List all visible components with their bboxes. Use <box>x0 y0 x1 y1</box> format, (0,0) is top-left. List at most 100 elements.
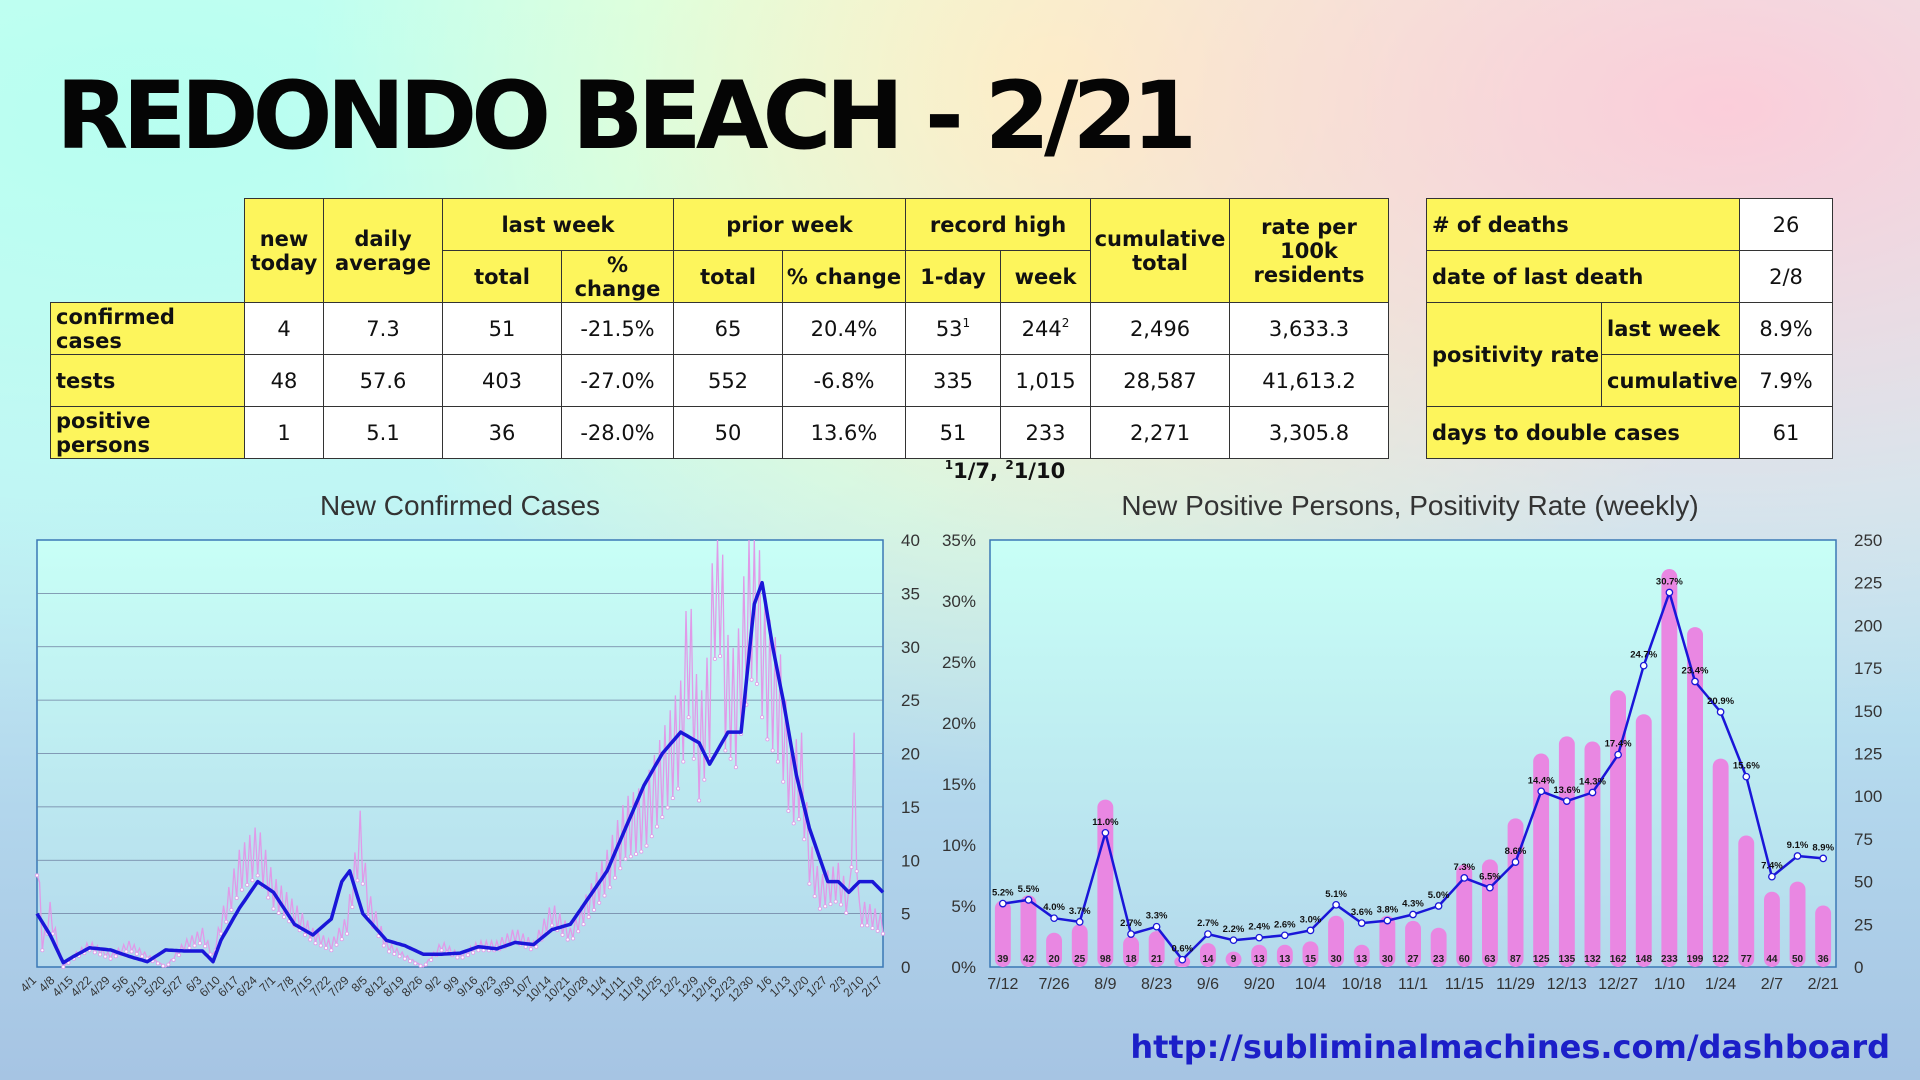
data-point <box>224 919 229 924</box>
data-point <box>103 954 108 959</box>
bar <box>1046 932 1062 967</box>
data-point <box>323 945 328 950</box>
data-point <box>465 953 470 958</box>
positivity-label: 23.4% <box>1682 666 1709 677</box>
data-point <box>192 943 197 948</box>
positivity-label: 3.0% <box>1300 914 1322 925</box>
bar <box>1815 905 1832 967</box>
x-tick-label: 11/15 <box>1445 976 1484 993</box>
y-left-tick-label: 20% <box>942 714 976 733</box>
data-point <box>812 894 817 899</box>
x-tick-label: 9/6 <box>1197 976 1219 993</box>
y-right-tick-label: 25 <box>1854 915 1873 934</box>
cell-pw-total: 65 <box>673 302 783 355</box>
data-point <box>40 948 45 953</box>
positivity-label: 5.1% <box>1325 889 1347 900</box>
bar <box>1405 920 1421 967</box>
positivity-label: 8.9% <box>1812 842 1834 853</box>
data-point <box>381 943 386 948</box>
header-pw-total: total <box>673 250 783 303</box>
data-point <box>718 654 723 659</box>
data-point <box>113 954 118 959</box>
positivity-cumulative-label: cumulative <box>1601 354 1740 407</box>
bar-value-label: 21 <box>1151 954 1163 965</box>
x-tick-label: 5/27 <box>160 973 187 1000</box>
bar <box>994 900 1011 967</box>
bar-value-label: 233 <box>1661 954 1678 965</box>
bar <box>1789 881 1806 967</box>
positivity-label: 3.7% <box>1069 906 1091 917</box>
data-point <box>197 941 202 946</box>
cell-rh-day: 51 <box>905 406 1001 459</box>
bar-value-label: 13 <box>1356 954 1368 965</box>
header-last-week: last week <box>442 198 674 251</box>
header-cumulative-total: cumulative total <box>1090 198 1230 303</box>
bar <box>1635 714 1652 967</box>
bar <box>1353 944 1370 967</box>
header-record-high: record high <box>905 198 1091 251</box>
x-tick-label: 1/24 <box>1705 976 1736 993</box>
data-point <box>271 906 276 911</box>
cell-rh-day-value: 53 <box>935 317 963 341</box>
double-label: days to double cases <box>1426 406 1740 459</box>
cell-daily-average: 7.3 <box>323 302 443 355</box>
cell-rh-week: 233 <box>1000 406 1091 459</box>
positivity-point <box>1434 902 1443 910</box>
positivity-label: 14.3% <box>1579 777 1606 788</box>
bar <box>1712 758 1729 967</box>
bar <box>1584 741 1601 967</box>
data-point <box>760 715 765 720</box>
data-point <box>281 914 286 919</box>
positivity-point <box>1255 933 1264 942</box>
y-right-tick-label: 50 <box>1854 873 1873 892</box>
cell-rh-day: 335 <box>905 354 1001 407</box>
x-tick-label: 2/21 <box>1808 976 1839 993</box>
y-left-tick-label: 30% <box>942 592 976 611</box>
cell-lw-total: 403 <box>442 354 562 407</box>
data-point <box>418 963 423 968</box>
data-point <box>839 902 844 907</box>
positivity-label: 13.6% <box>1553 785 1580 796</box>
x-tick-label: 12/27 <box>1598 976 1638 993</box>
header-lw-total: total <box>442 250 562 303</box>
positivity-point <box>1639 661 1648 670</box>
chart-title-confirmed: New Confirmed Cases <box>319 490 601 521</box>
bar-value-label: 63 <box>1484 954 1496 965</box>
footnote-marker-1: 1 <box>944 458 954 472</box>
data-point <box>581 922 586 927</box>
table-row: positive persons 1 5.1 36 -28.0% 50 13.6… <box>50 406 1389 459</box>
positivity-point <box>998 899 1007 908</box>
bar-value-label: 39 <box>997 954 1009 965</box>
positivity-point <box>1768 872 1776 881</box>
positivity-label: 3.8% <box>1377 905 1399 916</box>
positivity-point <box>1357 919 1366 927</box>
x-tick-label: 4/29 <box>86 973 113 1000</box>
positivity-point <box>1716 708 1725 716</box>
positivity-point <box>1280 931 1289 940</box>
bar <box>1533 753 1550 967</box>
cell-new-today: 4 <box>244 302 324 355</box>
bar-value-label: 20 <box>1049 954 1061 965</box>
data-point <box>649 834 654 839</box>
data-point <box>455 955 460 960</box>
data-point <box>833 899 838 904</box>
bar <box>1020 895 1037 967</box>
cell-new-today: 1 <box>244 406 324 459</box>
data-point <box>124 949 129 954</box>
y-tick-label: 25 <box>901 691 920 710</box>
data-point <box>187 945 192 950</box>
x-tick-label: 2/17 <box>859 973 886 1000</box>
y-tick-label: 35 <box>901 584 920 603</box>
cell-lw-change: -27.0% <box>561 354 674 407</box>
dashboard-url[interactable]: http://subliminalmachines.com/dashboard <box>1130 1028 1890 1066</box>
cell-rh-day: 531 <box>905 302 1001 355</box>
data-point <box>313 941 318 946</box>
data-point <box>660 815 665 820</box>
positivity-point <box>1178 955 1187 964</box>
data-point <box>302 932 307 937</box>
data-point <box>691 756 696 761</box>
positivity-label: 3.6% <box>1351 907 1373 918</box>
last-death-label: date of last death <box>1426 250 1740 303</box>
bar-value-label: 42 <box>1023 954 1035 965</box>
bar-value-label: 199 <box>1687 954 1704 965</box>
